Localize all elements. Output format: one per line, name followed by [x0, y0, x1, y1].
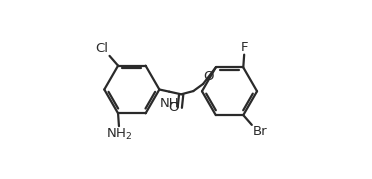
Text: O: O	[168, 101, 178, 114]
Text: NH$_2$: NH$_2$	[106, 127, 132, 142]
Text: Br: Br	[253, 125, 267, 138]
Text: NH: NH	[160, 97, 179, 110]
Text: F: F	[240, 41, 248, 54]
Text: O: O	[203, 70, 214, 83]
Text: Cl: Cl	[96, 42, 109, 55]
